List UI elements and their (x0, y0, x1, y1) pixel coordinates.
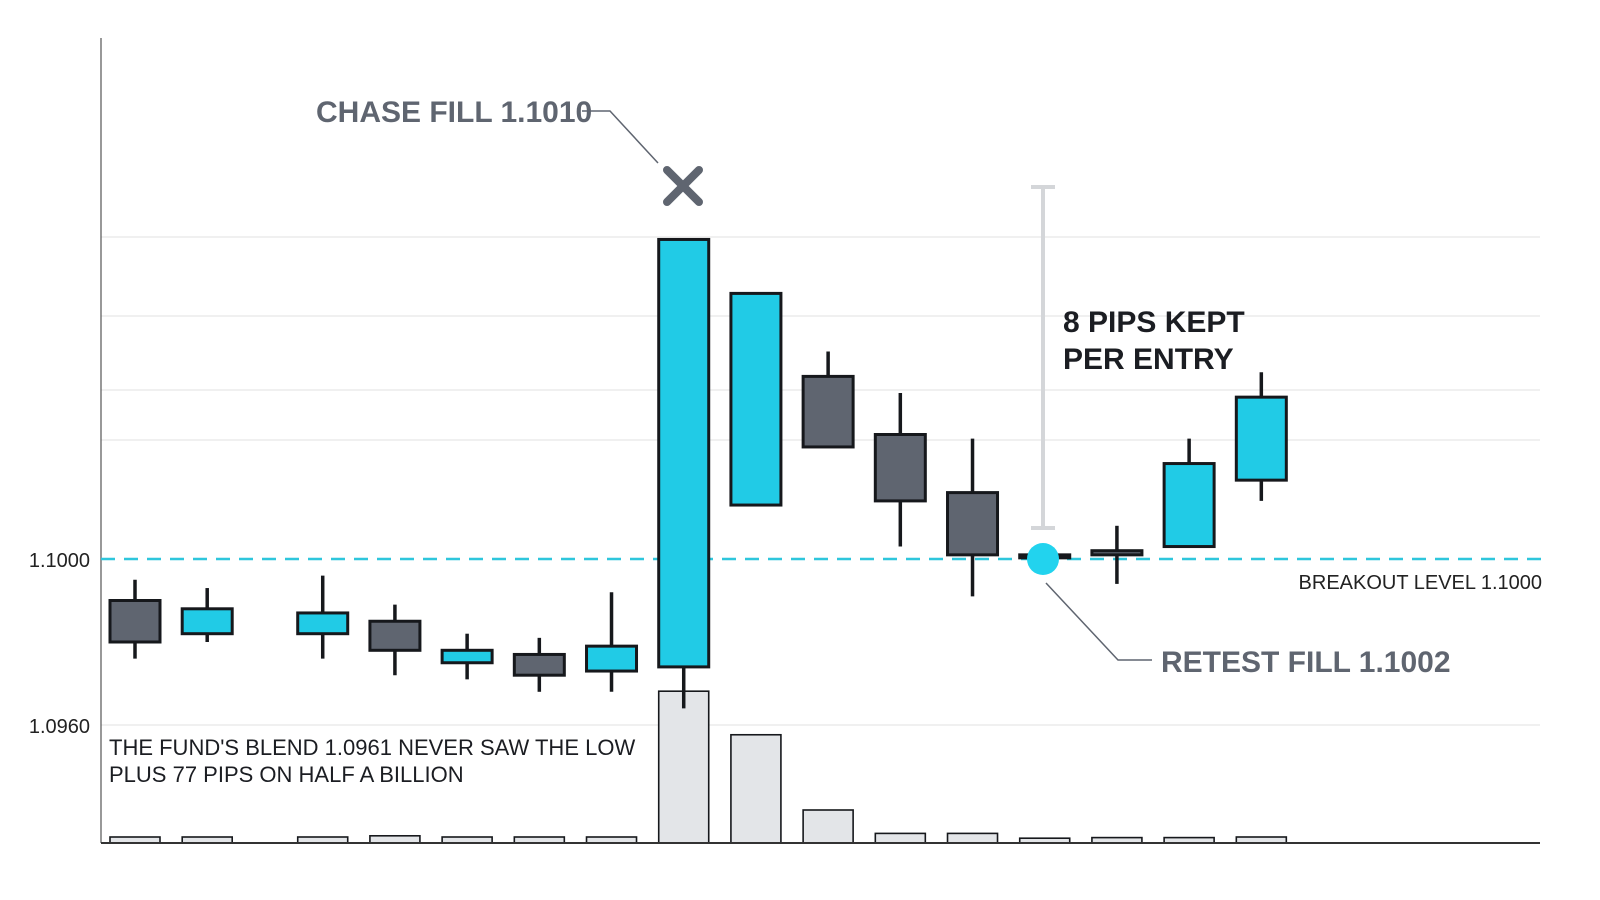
candle-body (1162, 462, 1216, 549)
volume-bars (109, 690, 1288, 844)
candle (657, 237, 711, 709)
chase-fill-marker (663, 166, 703, 206)
volume-bar (369, 834, 421, 844)
pips-kept-label: PER ENTRY (1063, 343, 1234, 376)
fund-note-line: THE FUND'S BLEND 1.0961 NEVER SAW THE LO… (109, 735, 635, 760)
candle (585, 592, 639, 692)
fund-note: THE FUND'S BLEND 1.0961 NEVER SAW THE LO… (109, 735, 635, 787)
breakout-label: BREAKOUT LEVEL 1.1000 (1299, 572, 1542, 594)
chase-fill-label: CHASE FILL 1.1010 (316, 96, 592, 129)
y-tick-labels: 1.1000 1.0960 (29, 550, 90, 738)
candle-body (801, 374, 855, 449)
volume-bar (946, 832, 999, 844)
candle (729, 291, 783, 507)
candle-body (108, 599, 162, 644)
y-tick-label: 1.1000 (29, 550, 90, 572)
candle (946, 438, 1000, 597)
candle-body (729, 291, 783, 507)
candle-body (180, 607, 234, 636)
pips-kept-label: 8 PIPS KEPT (1063, 306, 1245, 339)
chase-annotation: CHASE FILL 1.1010 (316, 96, 703, 206)
candle-body (873, 433, 927, 503)
candle (1090, 525, 1144, 584)
candle-body (1234, 395, 1288, 482)
candles (108, 237, 1288, 709)
candle (440, 633, 494, 680)
candle-body (512, 652, 566, 677)
candle (180, 588, 234, 642)
candle-body (946, 491, 1000, 557)
pips-kept-range: 8 PIPS KEPT PER ENTRY (1031, 185, 1245, 530)
candle (512, 637, 566, 692)
chase-leader-line (582, 110, 659, 164)
retest-annotation: RETEST FILL 1.1002 (1027, 543, 1451, 679)
candle-body (440, 648, 494, 665)
retest-fill-label: RETEST FILL 1.1002 (1161, 646, 1451, 679)
candle (873, 393, 927, 547)
fund-note-line: PLUS 77 PIPS ON HALF A BILLION (109, 762, 464, 787)
volume-bar (730, 733, 782, 844)
retest-leader-line (1045, 582, 1152, 661)
candle-body (585, 644, 639, 673)
candle (296, 575, 350, 659)
volume-bar (657, 690, 710, 844)
candle (1234, 372, 1288, 501)
retest-fill-marker (1027, 543, 1059, 575)
candle (1162, 438, 1216, 549)
volume-bar (802, 809, 854, 844)
y-tick-label: 1.0960 (29, 716, 90, 738)
volume-bar (874, 832, 927, 844)
candle-body (368, 619, 422, 652)
candle-body (1090, 549, 1144, 557)
candle (801, 351, 855, 449)
candle (108, 579, 162, 659)
candle-body (657, 237, 711, 669)
candle (368, 604, 422, 676)
candle-body (296, 611, 350, 636)
